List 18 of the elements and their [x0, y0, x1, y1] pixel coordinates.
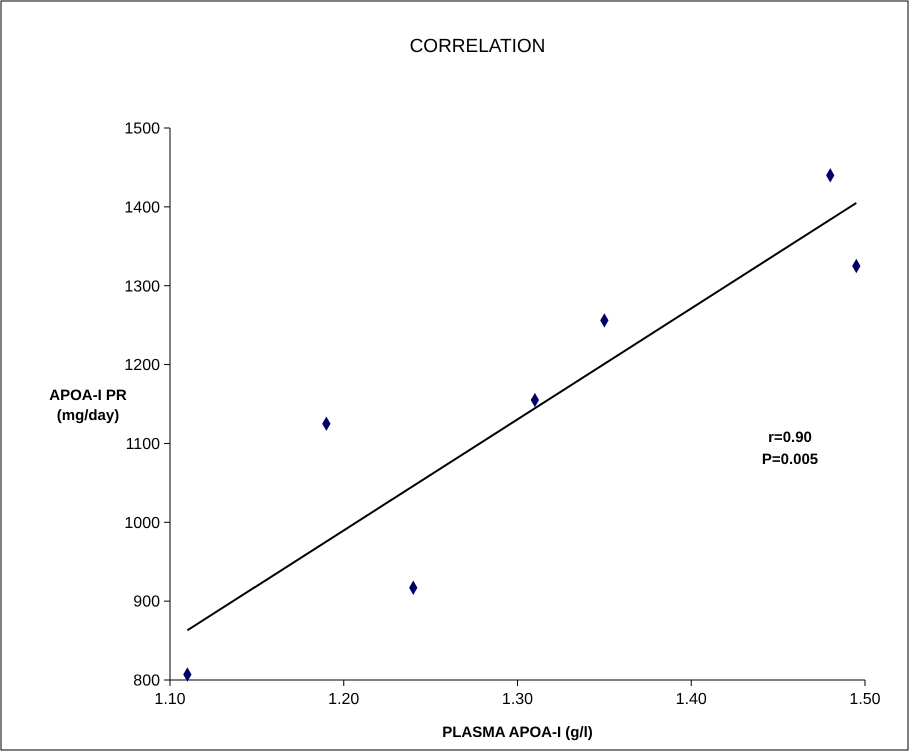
x-tick-label: 1.20 [328, 691, 360, 708]
x-tick-label: 1.30 [502, 691, 534, 708]
x-axis-title: PLASMA APOA-I (g/l) [442, 724, 593, 741]
y-tick-label: 1200 [124, 357, 160, 374]
y-tick-label: 1500 [124, 120, 160, 138]
y-tick-label: 800 [133, 672, 160, 690]
x-tick-label: 1.40 [676, 691, 707, 708]
y-tick-label: 1000 [124, 514, 160, 532]
chart-title: CORRELATION [410, 36, 546, 57]
y-axis-title: APOA-I PR (mg/day) [49, 387, 127, 424]
y-tick-label: 1400 [124, 199, 160, 216]
x-tick-label: 1.50 [849, 691, 881, 708]
x-tick-label: 1.10 [154, 691, 186, 708]
y-tick-label: 1300 [124, 278, 160, 296]
y-tick-label: 900 [133, 594, 160, 611]
annotation: P=0.005 [762, 451, 818, 468]
y-tick-label: 1100 [126, 436, 160, 454]
annotation: r=0.90 [768, 429, 812, 446]
